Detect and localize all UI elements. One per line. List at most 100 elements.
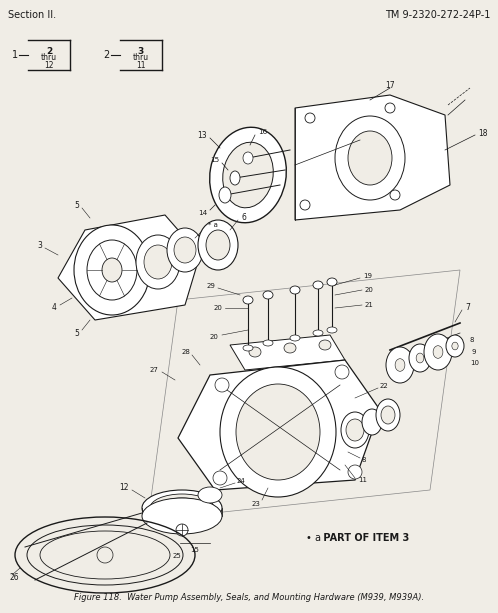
Ellipse shape (230, 171, 240, 185)
Ellipse shape (395, 359, 405, 371)
Text: 23: 23 (251, 501, 260, 507)
Text: 7: 7 (465, 303, 470, 313)
Text: Figure 118.  Water Pump Assembly, Seals, and Mounting Hardware (M939, M939A).: Figure 118. Water Pump Assembly, Seals, … (74, 593, 424, 603)
Text: 8: 8 (470, 337, 475, 343)
Ellipse shape (243, 345, 253, 351)
Ellipse shape (313, 330, 323, 336)
Text: 3: 3 (138, 47, 144, 56)
Ellipse shape (313, 281, 323, 289)
Text: 3: 3 (37, 240, 42, 249)
Ellipse shape (142, 498, 222, 534)
Text: PART OF ITEM 3: PART OF ITEM 3 (320, 533, 409, 543)
Ellipse shape (215, 378, 229, 392)
Ellipse shape (150, 494, 214, 522)
Ellipse shape (290, 286, 300, 294)
Text: 11: 11 (136, 61, 146, 69)
Text: 20: 20 (213, 305, 222, 311)
Text: thru: thru (41, 53, 57, 63)
Ellipse shape (386, 347, 414, 383)
Ellipse shape (335, 116, 405, 200)
Ellipse shape (390, 190, 400, 200)
Ellipse shape (74, 225, 150, 315)
Ellipse shape (198, 487, 222, 503)
Text: 25: 25 (173, 553, 181, 559)
Text: 17: 17 (385, 80, 394, 89)
Text: 27: 27 (149, 367, 158, 373)
Polygon shape (230, 335, 345, 370)
Ellipse shape (176, 524, 188, 536)
Ellipse shape (335, 365, 349, 379)
Ellipse shape (263, 291, 273, 299)
Ellipse shape (27, 525, 183, 585)
Text: thru: thru (133, 53, 149, 63)
Text: 28: 28 (181, 349, 190, 355)
Ellipse shape (300, 200, 310, 210)
Ellipse shape (327, 327, 337, 333)
Text: 20: 20 (365, 287, 374, 293)
Ellipse shape (381, 406, 395, 424)
Ellipse shape (236, 384, 320, 480)
Text: 14: 14 (198, 210, 207, 216)
Ellipse shape (348, 131, 392, 185)
Text: 1: 1 (12, 50, 18, 60)
Ellipse shape (433, 346, 443, 359)
Polygon shape (58, 215, 200, 320)
Ellipse shape (198, 220, 238, 270)
Text: 13: 13 (197, 131, 207, 140)
Text: 19: 19 (363, 273, 372, 279)
Text: 5: 5 (74, 329, 79, 338)
Text: 16: 16 (258, 129, 267, 135)
Ellipse shape (362, 409, 382, 435)
Ellipse shape (243, 296, 253, 304)
Ellipse shape (219, 187, 231, 203)
Ellipse shape (424, 334, 452, 370)
Text: 10: 10 (470, 360, 479, 366)
Ellipse shape (327, 278, 337, 286)
Ellipse shape (87, 240, 137, 300)
Ellipse shape (290, 335, 300, 341)
Ellipse shape (319, 340, 331, 350)
Text: 6: 6 (241, 213, 246, 221)
Text: 24: 24 (237, 478, 246, 484)
Text: 4: 4 (52, 303, 57, 313)
Ellipse shape (452, 342, 458, 350)
Ellipse shape (346, 419, 364, 441)
Text: 22: 22 (380, 383, 389, 389)
Text: 11: 11 (358, 477, 367, 483)
Text: 21: 21 (365, 302, 374, 308)
Text: 18: 18 (478, 129, 488, 137)
Ellipse shape (206, 230, 230, 260)
Ellipse shape (167, 228, 203, 272)
Text: 26: 26 (9, 574, 18, 582)
Text: 12: 12 (120, 484, 129, 492)
Ellipse shape (158, 498, 206, 518)
Ellipse shape (385, 103, 395, 113)
Ellipse shape (102, 258, 122, 282)
Ellipse shape (305, 113, 315, 123)
Text: 15: 15 (210, 157, 219, 163)
Ellipse shape (416, 353, 424, 363)
Text: 15: 15 (190, 547, 199, 553)
Text: TM 9-2320-272-24P-1: TM 9-2320-272-24P-1 (384, 10, 490, 20)
Ellipse shape (341, 412, 369, 448)
Ellipse shape (144, 245, 172, 279)
Text: 9: 9 (472, 349, 477, 355)
Ellipse shape (223, 142, 273, 208)
Polygon shape (295, 95, 450, 220)
Ellipse shape (263, 340, 273, 346)
Ellipse shape (136, 235, 180, 289)
Text: 2: 2 (46, 47, 52, 56)
Ellipse shape (174, 237, 196, 263)
Text: 2: 2 (104, 50, 110, 60)
Ellipse shape (220, 367, 336, 497)
Ellipse shape (348, 465, 362, 479)
Ellipse shape (213, 471, 227, 485)
Text: 20: 20 (209, 334, 218, 340)
Polygon shape (178, 360, 380, 490)
Text: 12: 12 (44, 61, 54, 69)
Ellipse shape (446, 335, 464, 357)
Ellipse shape (284, 343, 296, 353)
Text: Section II.: Section II. (8, 10, 56, 20)
Ellipse shape (243, 152, 253, 164)
Text: • a: • a (306, 533, 321, 543)
